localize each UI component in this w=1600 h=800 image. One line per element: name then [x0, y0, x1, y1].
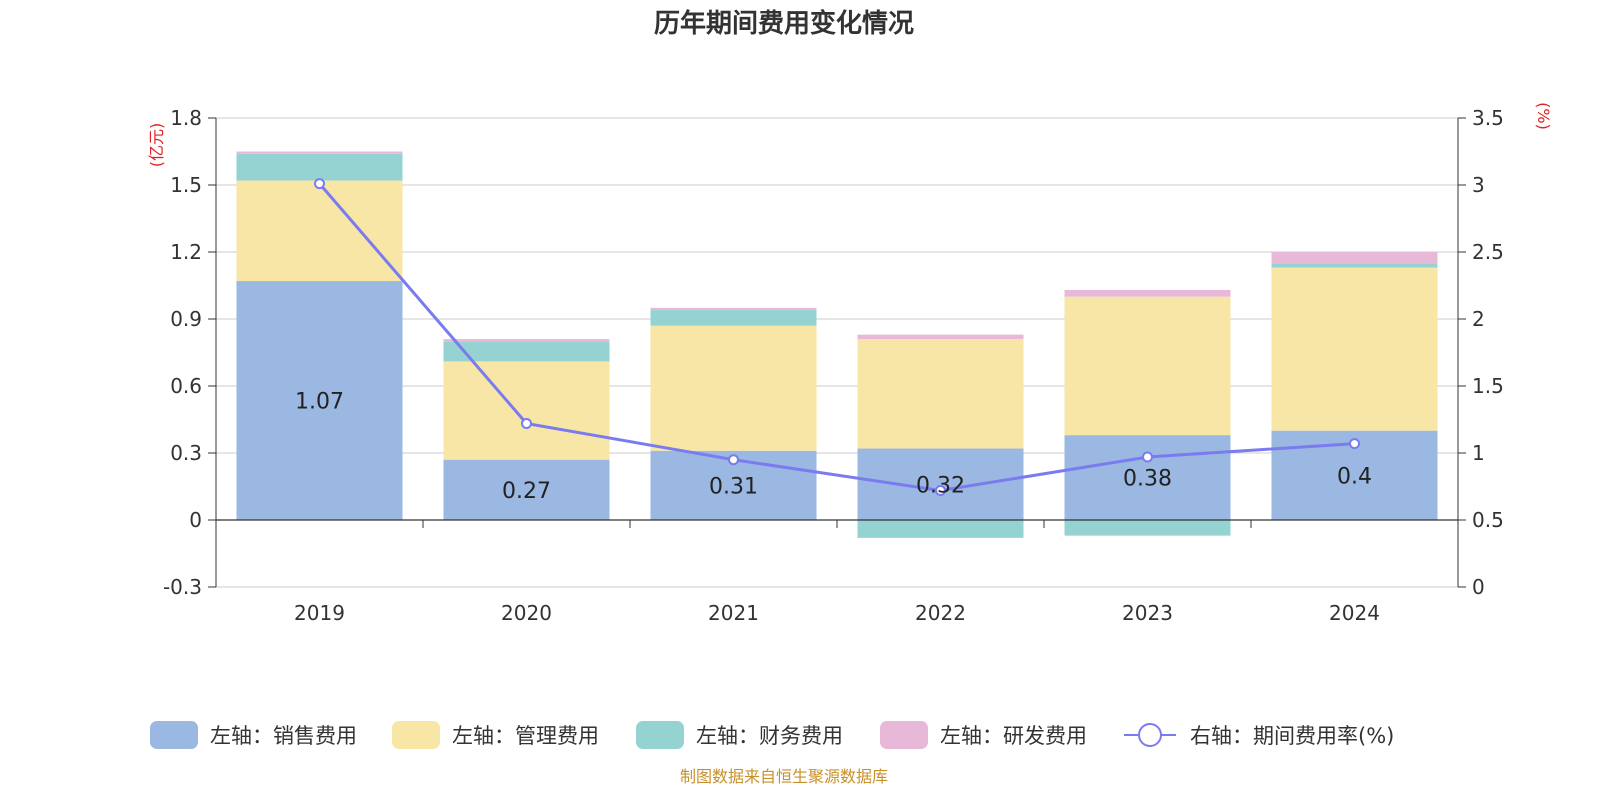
- bar-1-2019: [236, 281, 403, 520]
- left-tick-label-4: 0.6: [170, 374, 202, 398]
- legend-swatch-4: [880, 721, 928, 749]
- left-tick-label-1: 1.5: [170, 173, 202, 197]
- x-tick-label-2021: 2021: [708, 601, 759, 625]
- data-label-2021: 0.31: [709, 474, 758, 499]
- data-label-2020: 0.27: [502, 479, 551, 504]
- right-tick-label-6: 0.5: [1472, 508, 1504, 532]
- bar-4-2023: [1064, 289, 1231, 297]
- rate-point-2022: [935, 485, 946, 497]
- bar-2-2024: [1271, 267, 1438, 431]
- bar-2-2023: [1064, 296, 1231, 436]
- right-tick-label-2: 2.5: [1472, 240, 1504, 264]
- bar-1-2023: [1064, 435, 1231, 520]
- left-tick-label-0: 1.8: [170, 106, 202, 130]
- data-label-2023: 0.38: [1123, 467, 1172, 492]
- data-labels-layer: 1.07 0.27 0.31 0.32 0.38 0.4: [295, 390, 1372, 504]
- rate-point-2019: [314, 178, 325, 190]
- data-label-2022: 0.32: [916, 473, 965, 498]
- bar-4-2019: [236, 151, 403, 154]
- left-tick-label-3: 0.9: [170, 307, 202, 331]
- data-label-2019: 1.07: [295, 390, 344, 415]
- bar-2-2019: [236, 180, 403, 282]
- legend-label-4: 左轴：研发费用: [940, 724, 1087, 748]
- bar-3-2021: [650, 310, 817, 326]
- legend-label-3: 左轴：财务费用: [696, 724, 843, 748]
- axes-layer: 1.8 1.5 1.2 0.9 0.6 0.3 0 -0.3 3.5 3 2.5 2 1.5 1 0.5 0 2…: [163, 106, 1504, 625]
- right-tick-label-0: 3.5: [1472, 106, 1504, 130]
- bar-1-2022: [857, 448, 1024, 520]
- x-tick-label-2020: 2020: [501, 601, 552, 625]
- right-tick-label-3: 2: [1472, 307, 1485, 331]
- bar-3-2020: [443, 341, 610, 362]
- data-label-2024: 0.4: [1337, 464, 1372, 489]
- source-note: 制图数据来自恒生聚源数据库: [680, 767, 888, 786]
- x-tick-label-2019: 2019: [294, 601, 345, 625]
- left-tick-label-2: 1.2: [170, 240, 202, 264]
- x-tick-label-2022: 2022: [915, 601, 966, 625]
- right-axis-unit: (%): [1534, 102, 1553, 130]
- legend-swatch-3: [636, 721, 684, 749]
- right-tick-label-7: 0: [1472, 575, 1485, 599]
- bar-2-2020: [443, 361, 610, 460]
- right-tick-label-5: 1: [1472, 441, 1485, 465]
- x-tick-label-2023: 2023: [1122, 601, 1173, 625]
- rate-point-2024: [1349, 438, 1360, 450]
- left-tick-label-6: 0: [189, 508, 202, 532]
- x-tick-label-2024: 2024: [1329, 601, 1380, 625]
- bar-3-2023: [1064, 520, 1231, 536]
- legend-marker-swatch: [1138, 723, 1162, 747]
- bar-2-2021: [650, 325, 817, 451]
- legend-label-1: 左轴：销售费用: [210, 724, 357, 748]
- left-tick-label-7: -0.3: [163, 575, 202, 599]
- bar-4-2021: [650, 307, 817, 311]
- bar-3-2019: [236, 153, 403, 181]
- left-axis-unit: (亿元): [147, 123, 166, 168]
- rate-line: [318, 182, 1355, 493]
- right-tick-label-1: 3: [1472, 173, 1485, 197]
- legend-label-5: 右轴：期间费用率(%): [1190, 724, 1394, 748]
- rate-point-2023: [1142, 451, 1153, 463]
- bar-4-2020: [443, 339, 610, 342]
- legend: 左轴：销售费用 左轴：管理费用 左轴：财务费用 左轴：研发费用 右轴：期间费用率(%): [150, 721, 1394, 749]
- bar-4-2024: [1271, 252, 1438, 264]
- rate-point-2021: [728, 454, 739, 466]
- rate-point-2020: [521, 418, 532, 430]
- rate-line-layer: [314, 178, 1360, 497]
- bar-1-2020: [443, 459, 610, 520]
- bar-3-2024: [1271, 263, 1438, 268]
- left-tick-label-5: 0.3: [170, 441, 202, 465]
- right-tick-label-4: 1.5: [1472, 374, 1504, 398]
- bar-2-2022: [857, 339, 1024, 449]
- legend-swatch-2: [392, 721, 440, 749]
- chart-title: 历年期间费用变化情况: [654, 8, 914, 39]
- bars-layer: [236, 151, 1438, 538]
- legend-label-2: 左轴：管理费用: [452, 724, 599, 748]
- legend-swatch-1: [150, 721, 198, 749]
- bar-3-2022: [857, 520, 1024, 538]
- bar-4-2022: [857, 334, 1024, 340]
